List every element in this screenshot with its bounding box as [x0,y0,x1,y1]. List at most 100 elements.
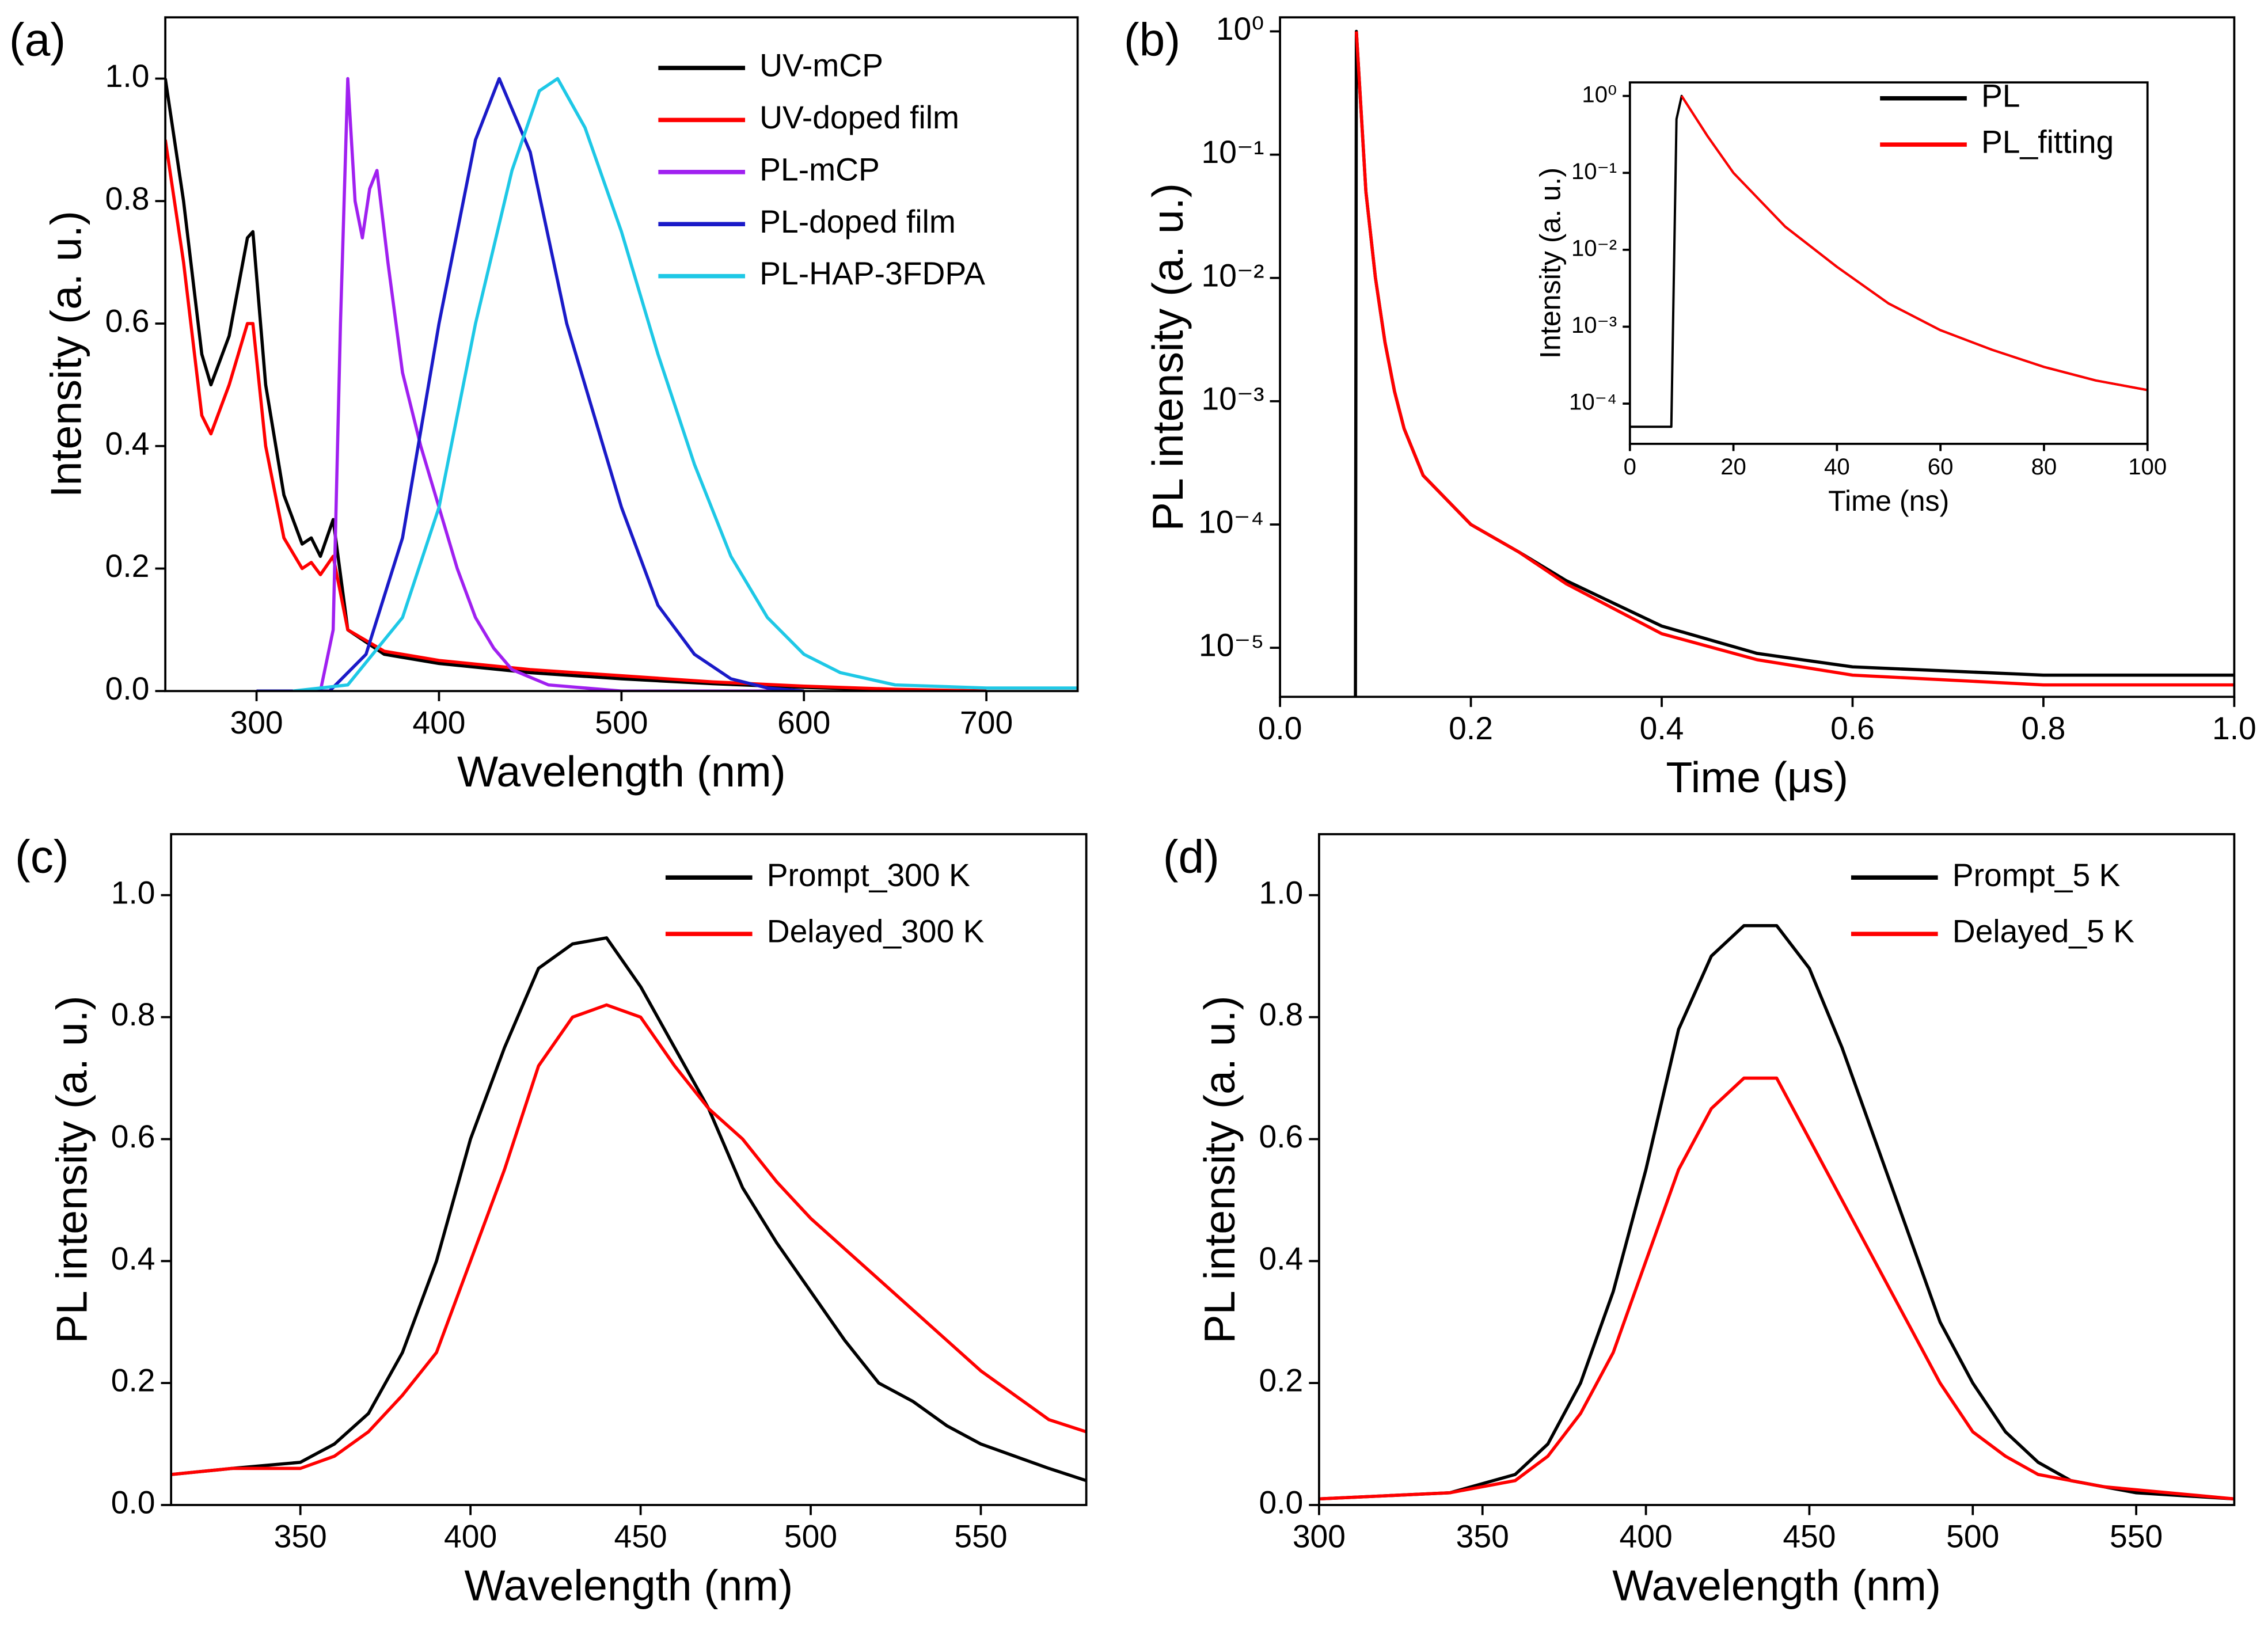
legend-label: PL-mCP [759,151,880,187]
y-tick-label: 10⁻⁵ [1199,628,1264,663]
legend-label: UV-mCP [759,48,883,83]
legend-label: Prompt_300 K [767,857,970,893]
x-axis-label: Time (μs) [1666,753,1848,801]
y-tick-label: 1.0 [1259,875,1303,910]
x-tick-label: 400 [412,705,465,740]
series-line [1319,1076,2235,1501]
x-tick-label: 300 [1293,1519,1346,1555]
legend-label: Delayed_300 K [767,914,985,949]
y-tick-label: 0.2 [1259,1363,1303,1398]
x-axis-label: Wavelength (nm) [457,747,786,796]
x-tick-label: 350 [1456,1519,1509,1555]
x-tick-label: 0.8 [2022,710,2066,746]
x-tick-label: 1.0 [2212,710,2256,746]
y-axis-label: PL intensity (a. u.) [1195,995,1244,1343]
legend-label: PL [1981,78,2020,113]
y-tick-label: 10⁻⁴ [1198,504,1264,540]
x-tick-label: 20 [1720,454,1746,480]
y-tick-label: 0.6 [105,303,150,339]
x-tick-label: 0 [1624,454,1636,480]
y-tick-label: 10⁻³ [1201,381,1264,416]
x-tick-label: 300 [230,705,283,740]
y-tick-label: 0.6 [111,1119,155,1154]
series-line [292,77,1078,691]
legend-label: UV-doped film [759,100,959,135]
y-tick-label: 0.0 [111,1485,155,1521]
series-line [256,77,804,691]
x-tick-label: 550 [2110,1519,2163,1555]
plot-frame [170,833,1088,1506]
series-group [1319,923,2235,1501]
y-tick-label: 0.8 [111,997,155,1032]
panel-label: (c) [15,831,69,883]
series-line [1680,95,2148,392]
series-line [165,139,987,691]
y-tick-label: 0.2 [111,1363,155,1398]
legend-label: PL-doped film [759,204,956,240]
x-tick-label: 0.6 [1830,710,1875,746]
x-tick-label: 400 [444,1519,497,1555]
x-tick-label: 350 [274,1519,327,1555]
y-tick-label: 0.0 [105,671,150,706]
x-axis-label: Time (ns) [1828,485,1949,517]
y-tick-label: 10⁻² [1201,257,1264,293]
y-tick-label: 0.6 [1259,1119,1303,1154]
y-tick-label: 0.0 [1259,1485,1303,1521]
x-tick-label: 400 [1620,1519,1673,1555]
y-tick-label: 0.8 [1259,997,1303,1032]
y-tick-label: 0.4 [1259,1241,1303,1276]
y-tick-label: 10⁰ [1216,11,1264,47]
x-tick-label: 500 [595,705,648,740]
legend-label: Prompt_5 K [1952,857,2121,893]
x-tick-label: 500 [784,1519,837,1555]
y-axis-label: Intensity (a. u.) [41,211,90,497]
series-line [171,936,1086,1483]
x-tick-label: 700 [960,705,1013,740]
x-tick-label: 550 [954,1519,1007,1555]
series-line [1319,923,2235,1501]
y-tick-label: 0.4 [105,425,150,461]
y-tick-label: 10⁻⁴ [1569,389,1617,415]
y-tick-label: 1.0 [105,58,150,94]
y-tick-label: 10⁰ [1582,81,1617,107]
x-tick-label: 600 [777,705,830,740]
series-group [171,936,1086,1483]
legend-label: PL_fitting [1981,124,2114,160]
y-axis-label: Intensity (a. u.) [1534,168,1566,359]
y-tick-label: 10⁻¹ [1201,134,1264,170]
series-group [1354,29,2235,697]
panel-label: (a) [9,14,66,66]
series-line [171,1003,1086,1476]
x-tick-label: 80 [2031,454,2057,480]
y-tick-label: 0.8 [105,181,150,216]
legend-label: PL-HAP-3FDPA [759,256,985,291]
x-tick-label: 450 [1783,1519,1836,1555]
legend-label: Delayed_5 K [1952,914,2134,949]
x-tick-label: 60 [1928,454,1954,480]
x-tick-label: 0.0 [1258,710,1302,746]
plot-frame [1318,833,2236,1506]
panel-label: (b) [1124,14,1180,66]
panel-label: (d) [1163,831,1220,883]
x-tick-label: 0.2 [1449,710,1493,746]
series-line [165,78,987,691]
x-axis-label: Wavelength (nm) [465,1561,793,1610]
x-tick-label: 450 [614,1519,667,1555]
x-tick-label: 40 [1824,454,1850,480]
y-tick-label: 10⁻² [1571,235,1617,261]
y-tick-label: 10⁻³ [1571,312,1617,338]
plot-frame [1628,81,2149,445]
x-tick-label: 0.4 [1640,710,1684,746]
y-axis-label: PL intensity (a. u.) [47,995,96,1343]
series-line [1354,31,2235,687]
plot-frame [164,16,1079,693]
series-group [1629,94,2148,428]
y-tick-label: 0.4 [111,1241,155,1276]
y-tick-label: 0.2 [105,548,150,584]
y-tick-label: 1.0 [111,875,155,910]
series-group [165,77,1078,691]
series-line [256,77,804,691]
y-tick-label: 10⁻¹ [1571,158,1617,184]
